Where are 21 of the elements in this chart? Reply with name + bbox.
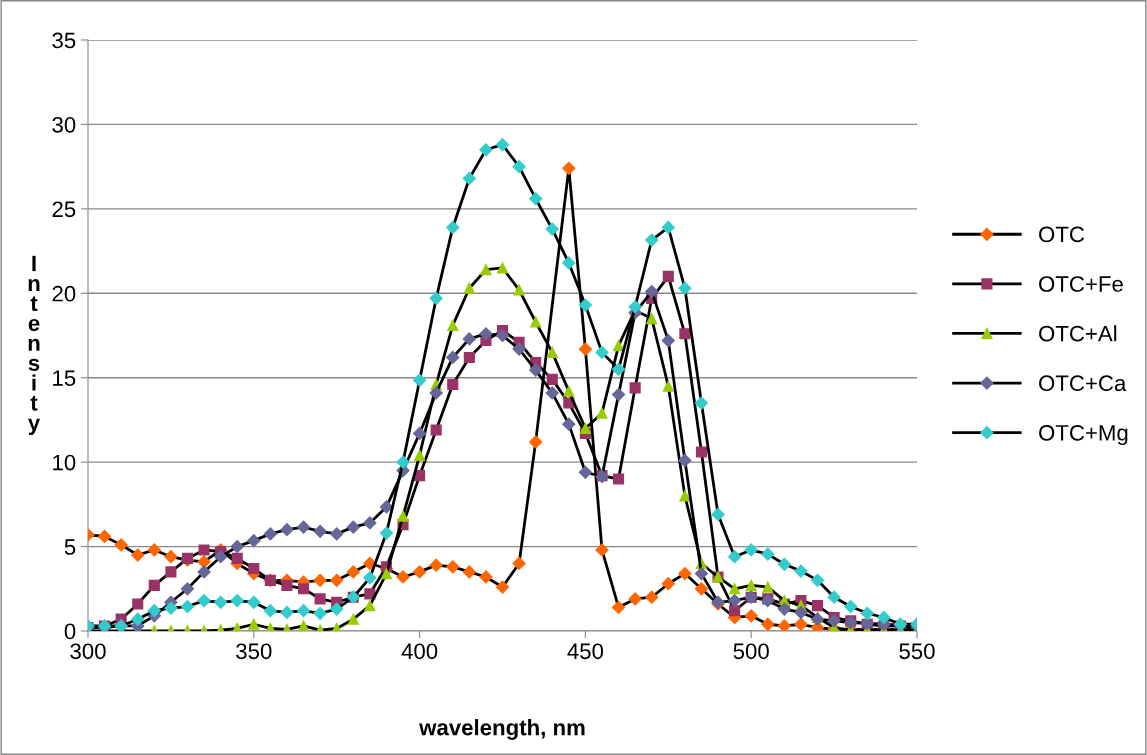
y-tick-label: 20 [52,285,76,302]
legend-label: OTC [1039,226,1085,243]
x-axis-title: wavelength, nm [419,719,585,740]
y-tick-label: 15 [53,370,76,386]
x-tick-label: 350 [236,643,272,660]
y-tick-label: 0 [64,623,76,640]
legend-label: OTC+Ca [1039,375,1127,392]
legend-label: OTC+Fe [1039,276,1123,292]
y-tick-label: 10 [53,454,76,471]
x-tick-label: 550 [899,643,935,660]
legend-label: OTC+Al [1039,325,1117,342]
x-tick-label: 400 [401,643,438,660]
y-tick-label: 25 [52,201,76,218]
text: Intensity [27,255,41,435]
x-tick-label: 500 [733,643,769,660]
x-tick-label: 300 [70,643,106,660]
y-tick-label: 35 [52,32,76,49]
x-tick-label: 450 [567,643,604,660]
y-tick-label: 30 [52,116,76,133]
legend-label: OTC+Mg [1039,424,1128,446]
y-tick-label: 5 [64,539,76,555]
